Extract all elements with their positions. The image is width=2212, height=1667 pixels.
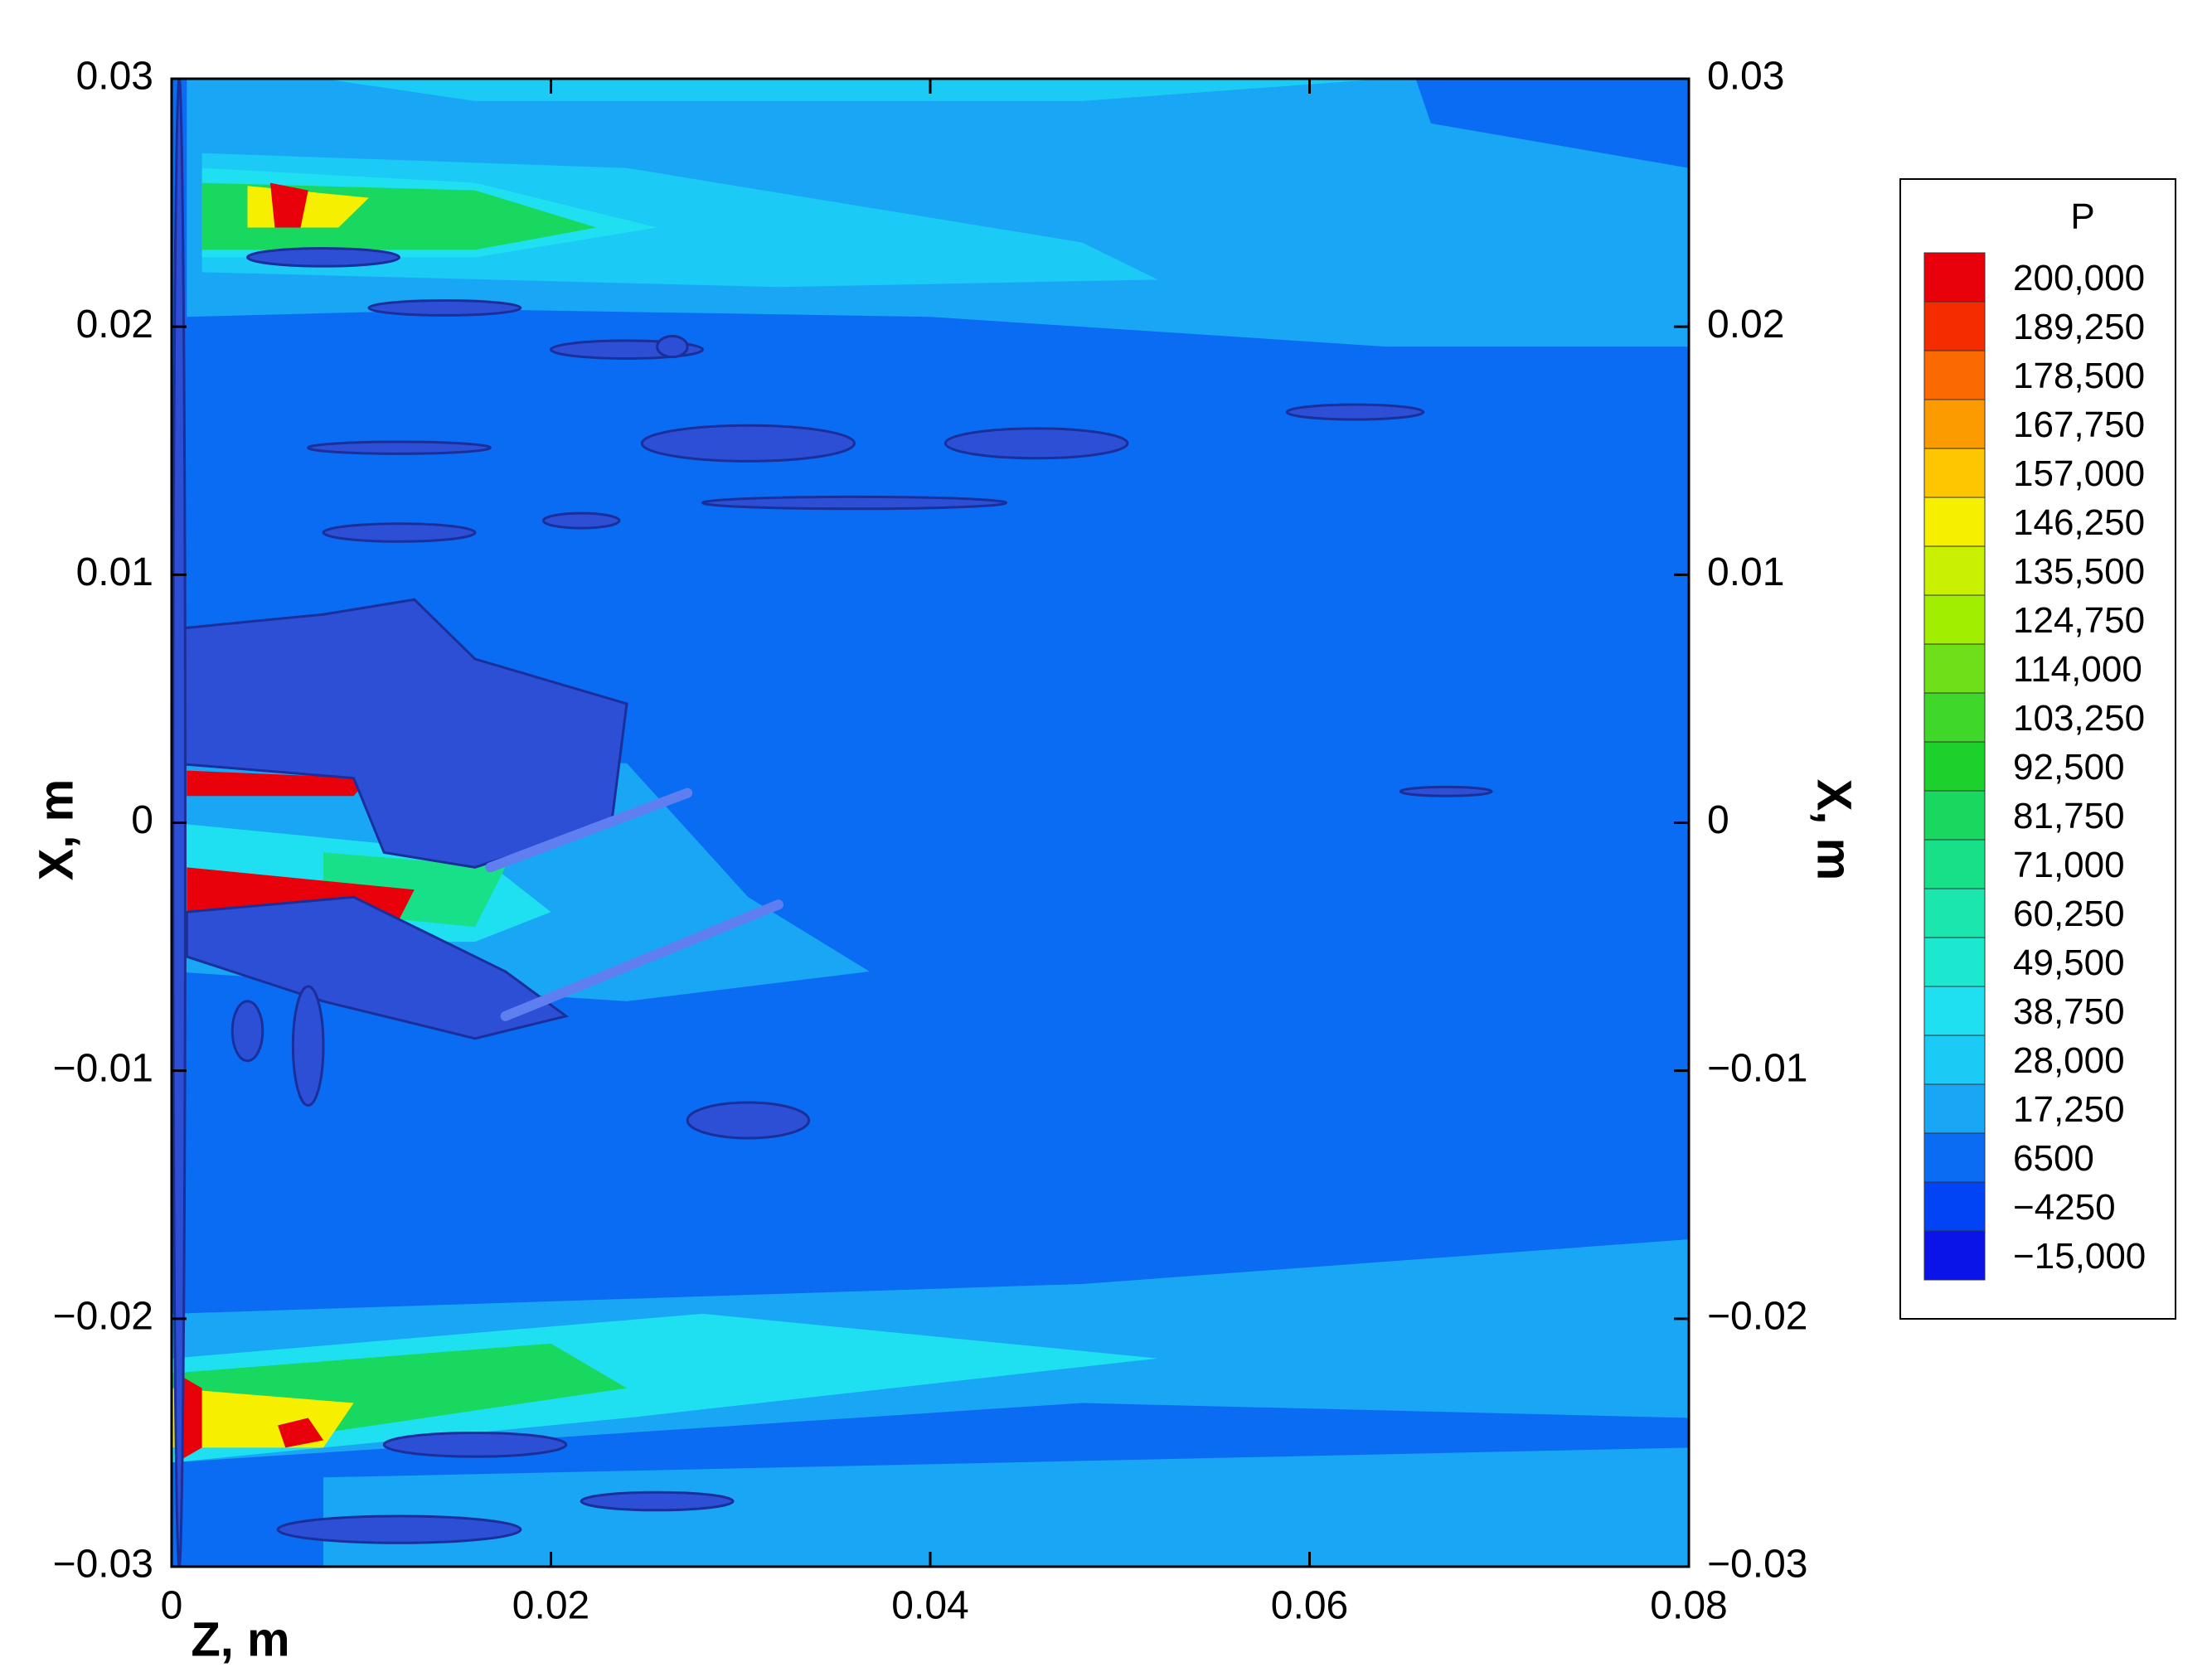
isosurface	[580, 1490, 735, 1512]
isosurface	[185, 895, 570, 1040]
x-axis-label: Z, m	[191, 1612, 289, 1666]
isosurface-rod	[500, 899, 783, 1021]
y-tick-label: 0.02	[76, 303, 153, 346]
y2-tick-label: −0.02	[1707, 1295, 1807, 1339]
colorbar-label: 189,250	[2013, 307, 2145, 347]
y2-tick-label: 0.02	[1707, 303, 1784, 346]
colorbar-label: 49,500	[2013, 943, 2125, 983]
colorbar-swatch	[1923, 986, 1986, 1036]
colorbar-label: 81,750	[2013, 796, 2125, 836]
x-tick-label: 0.08	[1650, 1584, 1727, 1628]
contour-region	[323, 79, 1385, 101]
colorbar-swatch	[1923, 1230, 1986, 1281]
isosurface	[367, 298, 522, 317]
y-tick-label: −0.02	[53, 1295, 153, 1339]
isosurface	[230, 1000, 264, 1063]
colorbar-swatch	[1923, 448, 1986, 498]
isosurface	[943, 427, 1129, 460]
colorbar-label: 135,500	[2013, 551, 2145, 592]
isosurface	[640, 424, 856, 463]
colorbar-swatch	[1923, 1132, 1986, 1183]
isosurface	[1399, 785, 1493, 797]
colorbar-swatch	[1923, 399, 1986, 449]
colorbar-label: 103,250	[2013, 698, 2145, 739]
colorbar-swatch	[1923, 790, 1986, 841]
x-tick-label: 0.04	[891, 1584, 968, 1628]
colorbar-label: 28,000	[2013, 1040, 2125, 1081]
colorbar-swatch	[1923, 839, 1986, 889]
y-tick-label: −0.01	[53, 1046, 153, 1090]
y-tick-label: 0.01	[76, 550, 153, 594]
y2-tick-label: 0	[1707, 798, 1729, 842]
colorbar-swatch	[1923, 692, 1986, 743]
y2-tick-label: 0.03	[1707, 55, 1784, 99]
isosurface	[322, 522, 477, 543]
colorbar-swatch	[1923, 350, 1986, 400]
colorbar-title: P	[2070, 196, 2094, 237]
y-tick-label: 0	[131, 798, 153, 842]
colorbar-label: 157,000	[2013, 453, 2145, 494]
contour-region	[323, 1447, 1689, 1567]
colorbar-label: −15,000	[2013, 1236, 2146, 1277]
isosurface-rod	[485, 787, 693, 873]
colorbar-label: 60,250	[2013, 894, 2125, 934]
colorbar-swatch	[1923, 252, 1986, 303]
contour-region	[269, 182, 308, 228]
x-tick-label: 0	[161, 1584, 183, 1628]
y2-tick-label: −0.01	[1707, 1046, 1807, 1090]
colorbar-swatch	[1923, 888, 1986, 938]
colorbar-label: 17,250	[2013, 1089, 2125, 1130]
isosurface	[276, 1514, 522, 1544]
colorbar-label: 167,750	[2013, 405, 2145, 445]
isosurface	[656, 335, 689, 359]
colorbar-swatch	[1923, 741, 1986, 792]
colorbar-swatch	[1923, 497, 1986, 547]
isosurface	[382, 1431, 568, 1458]
y2-axis-label: X, m	[1807, 779, 1861, 881]
isosurface	[246, 247, 400, 268]
y-axis-label: X, m	[29, 779, 83, 881]
isosurface	[686, 1101, 811, 1140]
colorbar-label: 71,000	[2013, 845, 2125, 885]
colorbar-swatch	[1923, 1181, 1986, 1232]
colorbar-label: 146,250	[2013, 502, 2145, 543]
contour-region	[187, 770, 369, 797]
contour-region	[172, 1313, 1158, 1463]
y2-tick-label: 0.01	[1707, 550, 1784, 594]
x-tick-label: 0.02	[512, 1584, 589, 1628]
colorbar-swatch	[1923, 594, 1986, 645]
colorbar-swatch	[1923, 1083, 1986, 1134]
colorbar-label: 6500	[2013, 1138, 2094, 1179]
colorbar-label: 114,000	[2013, 649, 2142, 690]
colorbar-swatch	[1923, 545, 1986, 596]
colorbar-swatch	[1923, 1035, 1986, 1085]
colorbar-swatch	[1923, 937, 1986, 987]
y-tick-label: −0.03	[53, 1543, 153, 1587]
y2-tick-label: −0.03	[1707, 1543, 1807, 1587]
colorbar-label: 178,500	[2013, 356, 2145, 396]
colorbar-label: 92,500	[2013, 747, 2125, 787]
colorbar-label: −4250	[2013, 1187, 2116, 1228]
y-tick-label: 0.03	[76, 55, 153, 99]
colorbar-swatch	[1923, 301, 1986, 351]
colorbar-swatch	[1923, 643, 1986, 694]
colorbar-label: 38,750	[2013, 991, 2125, 1032]
colorbar-label: 124,750	[2013, 600, 2145, 641]
isosurface	[1285, 403, 1425, 421]
isosurface	[307, 440, 492, 455]
contour-field	[170, 77, 1689, 1568]
colorbar-label: 200,000	[2013, 258, 2145, 298]
isosurface	[541, 511, 621, 530]
isosurface	[701, 495, 1007, 511]
x-tick-label: 0.06	[1271, 1584, 1348, 1628]
contour-region	[278, 1417, 323, 1448]
isosurface	[291, 985, 325, 1107]
